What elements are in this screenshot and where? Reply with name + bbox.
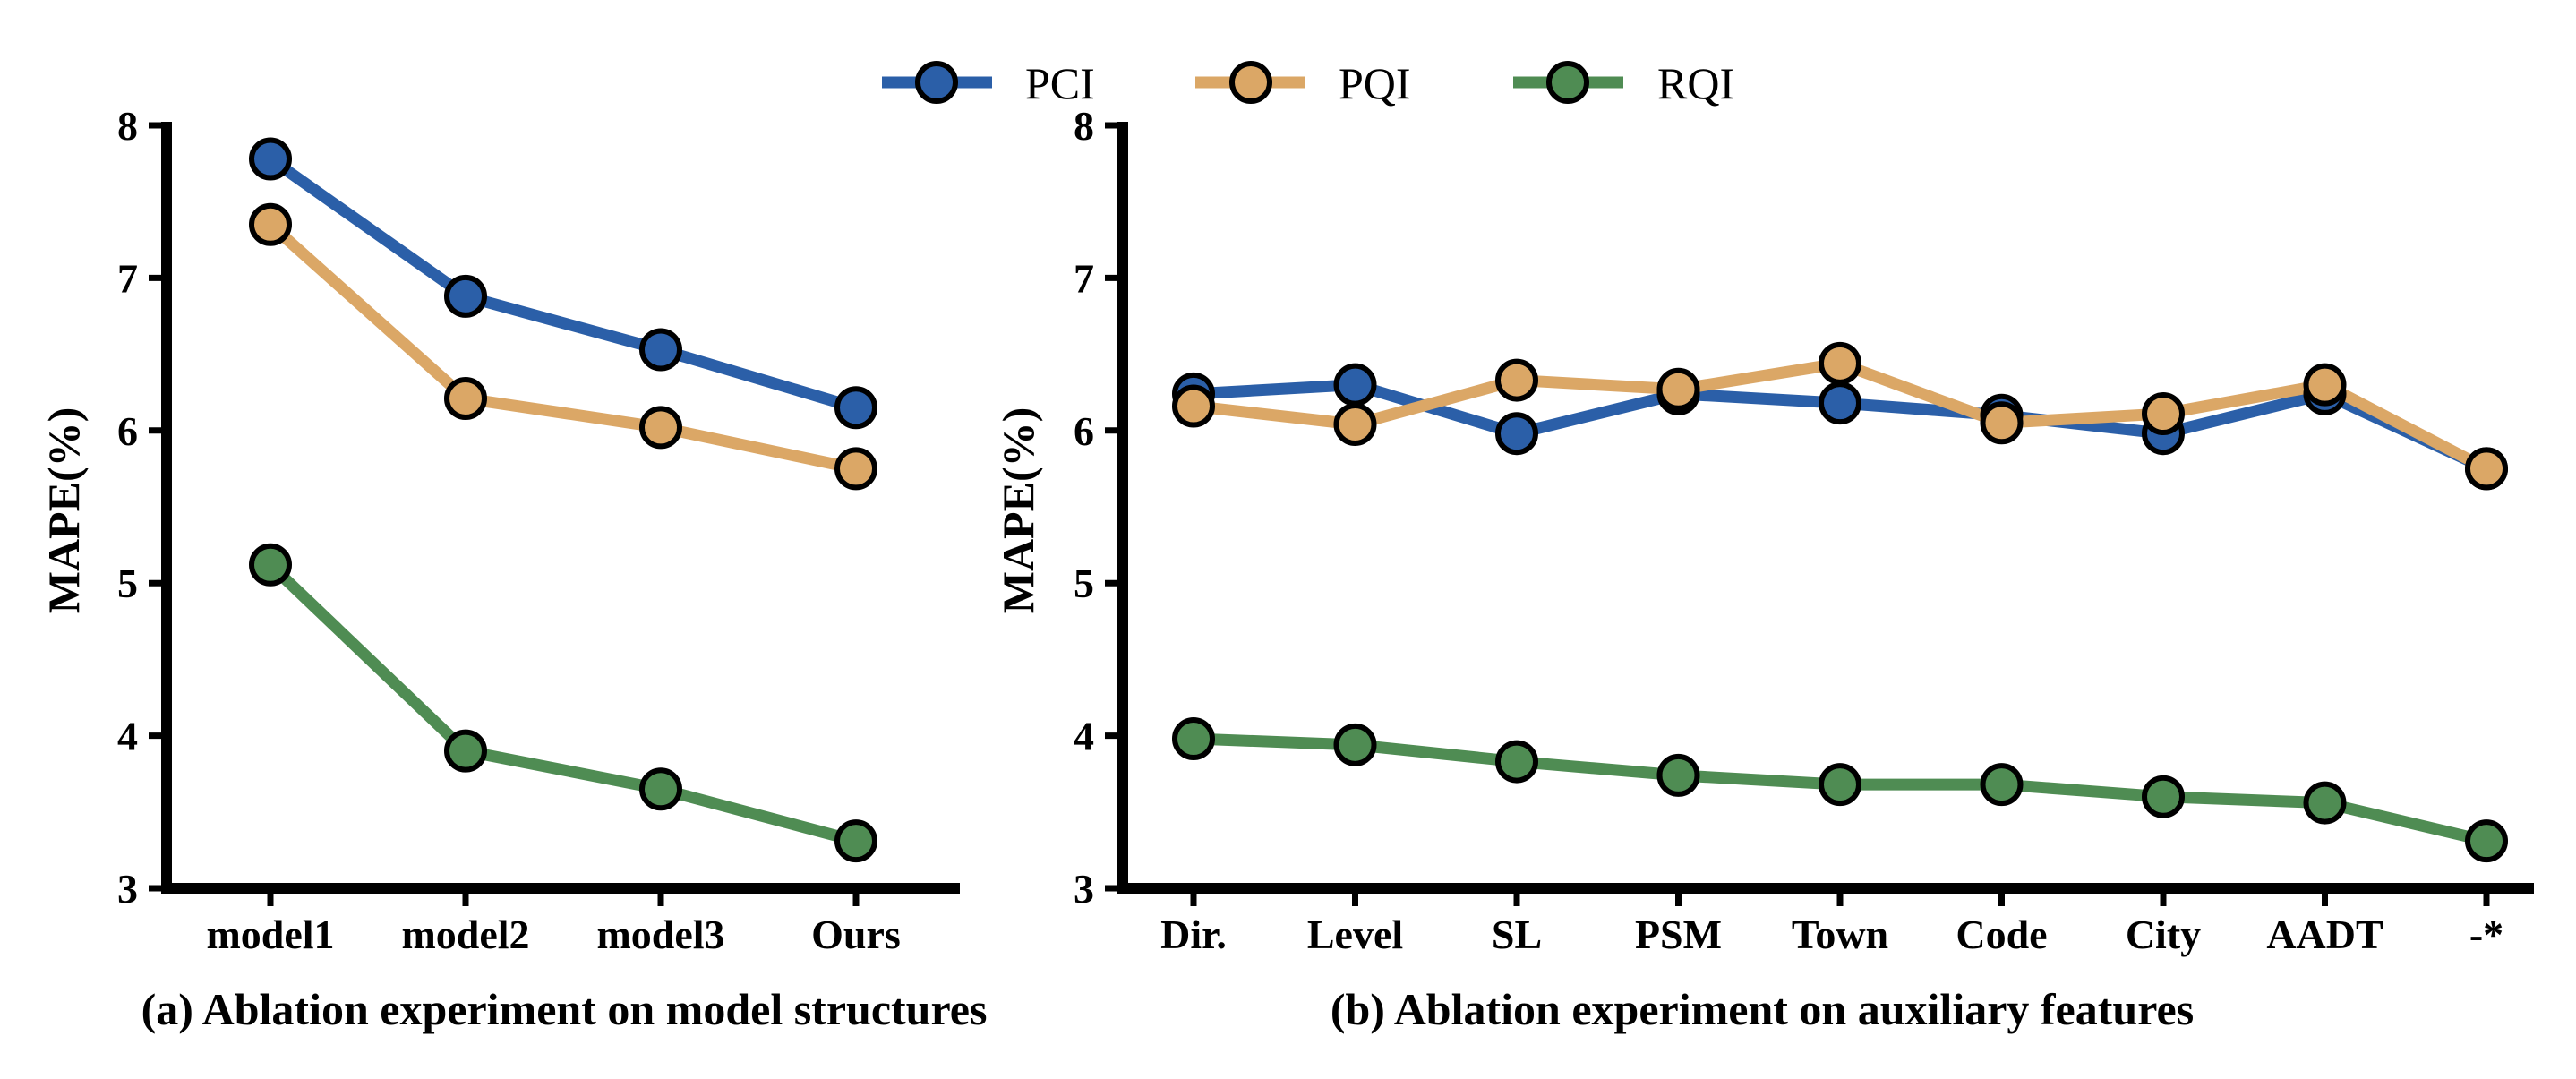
panel-b-point-rqi — [2465, 819, 2508, 863]
panel-b-x-tick-label: Code — [1956, 912, 2047, 957]
panel-b-x-tick-label: -* — [2469, 912, 2503, 957]
panel-a-y-tick-label: 6 — [117, 408, 138, 454]
panel-b-point-rqi — [1495, 740, 1538, 784]
panel-a-point-pqi — [639, 406, 682, 450]
legend-entry-pqi: PQI — [1195, 58, 1411, 108]
panel-b-x-tick-label: Town — [1792, 912, 1888, 957]
legend-marker-pci — [915, 61, 958, 104]
panel-a-x-tick-label: model1 — [206, 912, 334, 957]
panel-b-y-tick-label: 5 — [1074, 561, 1094, 606]
panel-a-y-tick-label: 7 — [117, 255, 138, 301]
panel-b-point-pqi — [1333, 402, 1377, 446]
panel-a-y-tick-label: 8 — [117, 103, 138, 149]
panel-a-point-pci — [834, 386, 877, 430]
panel-a-point-pci — [444, 274, 487, 318]
panel-a-y-axis-label: MAPE(%) — [39, 407, 89, 614]
panel-b-point-pqi — [1819, 341, 1861, 385]
panel-a-x-tick-label: model2 — [401, 912, 529, 957]
legend-label-rqi: RQI — [1657, 58, 1734, 108]
panel-b-x-tick-label: AADT — [2266, 912, 2383, 957]
panel-a-line-pqi — [264, 218, 862, 475]
panel-b-x-tick-label: PSM — [1635, 912, 1722, 957]
panel-a-model-structures: MAPE(%) (a) Ablation experiment on model… — [39, 103, 987, 1034]
panel-b-point-pqi — [1495, 358, 1538, 402]
panel-a-point-pqi — [249, 202, 292, 246]
panel-b-y-tick-label: 8 — [1074, 103, 1094, 149]
panel-b-y-tick-label: 4 — [1074, 714, 1094, 759]
panel-b-y-tick-label: 3 — [1074, 866, 1094, 912]
panel-b-point-pci — [1333, 363, 1377, 407]
panel-b-x-tick-label: Dir. — [1160, 912, 1227, 957]
panel-b-auxiliary-features: MAPE(%) (b) Ablation experiment on auxil… — [993, 103, 2534, 1034]
panel-a-point-rqi — [639, 767, 682, 811]
panel-b-point-pqi — [1172, 384, 1215, 428]
panel-b-point-rqi — [1172, 717, 1215, 761]
panel-b-point-rqi — [1980, 763, 2024, 807]
panel-a-point-pqi — [834, 447, 877, 491]
panel-a-y-tick-label: 4 — [117, 714, 138, 759]
panel-b-point-pqi — [1656, 367, 1700, 411]
panel-b-point-rqi — [1333, 723, 1377, 766]
panel-b-point-rqi — [1656, 753, 1700, 797]
panel-b-y-tick-label: 7 — [1074, 255, 1094, 301]
panel-a-x-tick-label: Ours — [811, 912, 901, 957]
panel-a-caption: (a) Ablation experiment on model structu… — [141, 984, 988, 1034]
panel-b-point-pci — [1495, 412, 1538, 456]
panel-b-caption: (b) Ablation experiment on auxiliary fea… — [1331, 984, 2194, 1034]
legend-entry-pci: PCI — [882, 58, 1095, 108]
panel-a-x-tick-label: model3 — [596, 912, 724, 957]
panel-b-point-pqi — [2465, 447, 2508, 491]
panel-b-point-pci — [1819, 381, 1861, 425]
panel-b-point-rqi — [2142, 775, 2185, 818]
legend: PCI PQI RQI — [882, 58, 1734, 108]
panel-a-point-pci — [639, 328, 682, 372]
legend-label-pqi: PQI — [1339, 58, 1411, 108]
panel-b-x-tick-label: City — [2126, 912, 2201, 957]
panel-b-y-axis-label: MAPE(%) — [993, 407, 1043, 614]
panel-b-point-rqi — [2303, 781, 2347, 825]
panel-b-point-pqi — [2142, 392, 2185, 436]
panel-a-point-rqi — [249, 543, 292, 587]
panel-b-point-pqi — [1980, 401, 2024, 445]
panel-a-point-rqi — [834, 819, 877, 863]
panel-a-y-tick-label: 3 — [117, 866, 138, 912]
panel-b-point-pqi — [2303, 363, 2347, 407]
panel-b-x-tick-label: Level — [1307, 912, 1403, 957]
panel-a-line-rqi — [264, 559, 862, 847]
panel-a-line-pci — [264, 152, 862, 414]
panel-a-y-tick-label: 5 — [117, 561, 138, 606]
legend-entry-rqi: RQI — [1513, 58, 1734, 108]
panel-b-point-rqi — [1819, 763, 1861, 807]
legend-label-pci: PCI — [1025, 58, 1095, 108]
panel-b-x-tick-label: SL — [1492, 912, 1542, 957]
legend-marker-rqi — [1546, 61, 1589, 104]
panel-a-point-pqi — [444, 377, 487, 421]
panel-a-point-rqi — [444, 729, 487, 773]
panel-b-y-tick-label: 6 — [1074, 408, 1094, 454]
panel-a-point-pci — [249, 137, 292, 181]
legend-marker-pqi — [1229, 61, 1272, 104]
